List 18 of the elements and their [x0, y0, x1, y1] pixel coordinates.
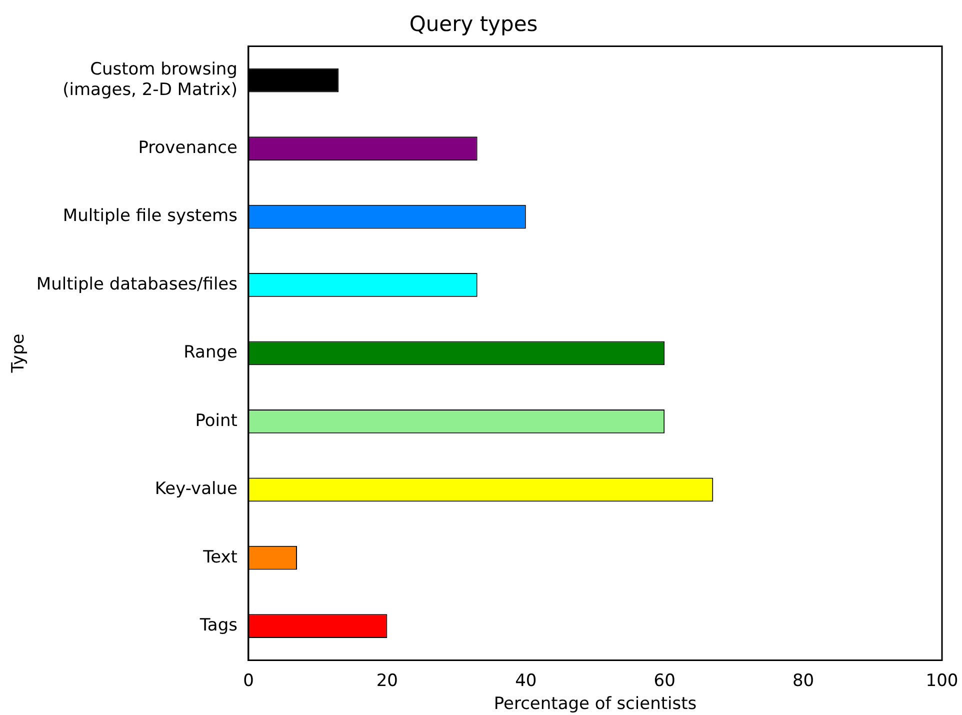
y-tick-label: Provenance — [138, 138, 238, 158]
x-tick-label: 40 — [515, 670, 537, 691]
y-tick-label: Multiple databases/files — [36, 274, 238, 294]
y-tick-label: Custom browsing (images, 2-D Matrix) — [62, 60, 238, 100]
chart-title: Query types — [409, 12, 538, 36]
y-tick-label: Multiple file systems — [62, 206, 238, 226]
y-axis-title: Type — [8, 334, 29, 374]
x-tick-label: 60 — [654, 670, 676, 691]
y-tick-label: Key-value — [154, 479, 238, 500]
y-tick-label: Range — [184, 342, 238, 363]
x-axis-title: Percentage of scientists — [494, 694, 697, 714]
x-tick-label: 20 — [376, 670, 398, 691]
x-tick-label: 80 — [792, 670, 814, 691]
y-tick-label: Tags — [198, 616, 238, 636]
x-tick-label: 100 — [926, 670, 958, 691]
x-tick-label: 0 — [243, 670, 254, 691]
y-tick-label: Point — [195, 410, 238, 431]
y-tick-label: Text — [202, 547, 238, 568]
